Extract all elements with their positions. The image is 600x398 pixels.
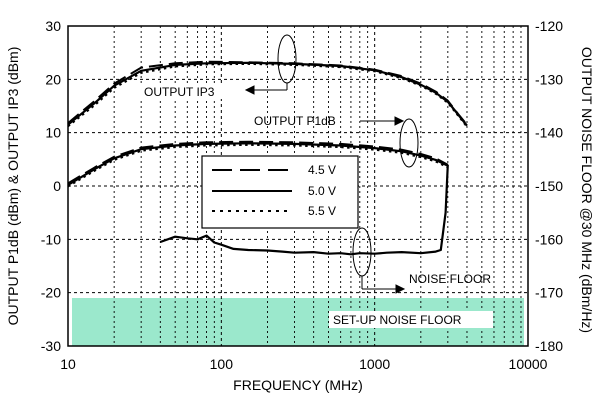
ip3-callout-ellipse (277, 34, 297, 84)
noise-callout-ellipse (352, 227, 372, 277)
y-right-tick-label: -140 (535, 125, 563, 141)
x-tick-label: 10000 (509, 356, 548, 372)
setup-noise-floor-label: SET-UP NOISE FLOOR (333, 313, 462, 327)
output-p1db-55v-line (67, 143, 449, 188)
y-left-tick-label: -30 (41, 338, 61, 354)
y-left-tick-label: 0 (53, 178, 61, 194)
p1db-arrowhead (394, 116, 405, 126)
noise-floor-label: NOISE FLOOR (409, 272, 491, 286)
y-left-tick-label: 30 (45, 18, 61, 34)
output-p1db-45v-line (67, 140, 449, 185)
x-tick-label: 10 (60, 356, 76, 372)
y-right-tick-label: -150 (535, 178, 563, 194)
y-left-tick-label: -20 (41, 285, 61, 301)
output-ip3-55v-line (67, 62, 468, 128)
x-tick-label: 1000 (359, 356, 390, 372)
y-right-tick-label: -170 (535, 285, 563, 301)
y-axis-label-left: OUTPUT P1dB (dBm) & OUTPUT IP3 (dBm) (5, 47, 21, 326)
y-left-tick-label: 20 (45, 71, 61, 87)
ip3-arrowhead (244, 85, 255, 95)
y-right-tick-label: -130 (535, 71, 563, 87)
p1db-callout-ellipse (399, 118, 419, 168)
legend-label-5v0: 5.0 V (308, 184, 336, 198)
setup-label-bg (329, 311, 493, 328)
ip3-label-bg (140, 83, 236, 99)
x-axis-label: FREQUENCY (MHz) (233, 377, 363, 393)
y-right-tick-label: -180 (535, 338, 563, 354)
output-p1db-label: OUTPUT P1dB (254, 114, 336, 128)
legend-label-5v5: 5.5 V (308, 204, 336, 218)
annotation-callouts (244, 34, 419, 294)
y-right-tick-label: -160 (535, 231, 563, 247)
y-left-tick-label: 10 (45, 125, 61, 141)
noise-arrowhead (395, 284, 406, 294)
output-ip3-label: OUTPUT IP3 (144, 85, 215, 99)
legend: 4.5 V 5.0 V 5.5 V (201, 155, 359, 229)
x-tick-label: 100 (210, 356, 234, 372)
y-right-tick-label: -120 (535, 18, 563, 34)
noise-floor-50v-line (159, 164, 449, 256)
output-p1db-50v-line (67, 142, 449, 186)
y-left-tick-label: -10 (41, 231, 61, 247)
y-axis-label-right: OUTPUT NOISE FLOOR @30 MHz (dBm/Hz) (579, 47, 595, 333)
legend-label-4v5: 4.5 V (308, 163, 336, 177)
plot-area-frame (67, 25, 529, 347)
